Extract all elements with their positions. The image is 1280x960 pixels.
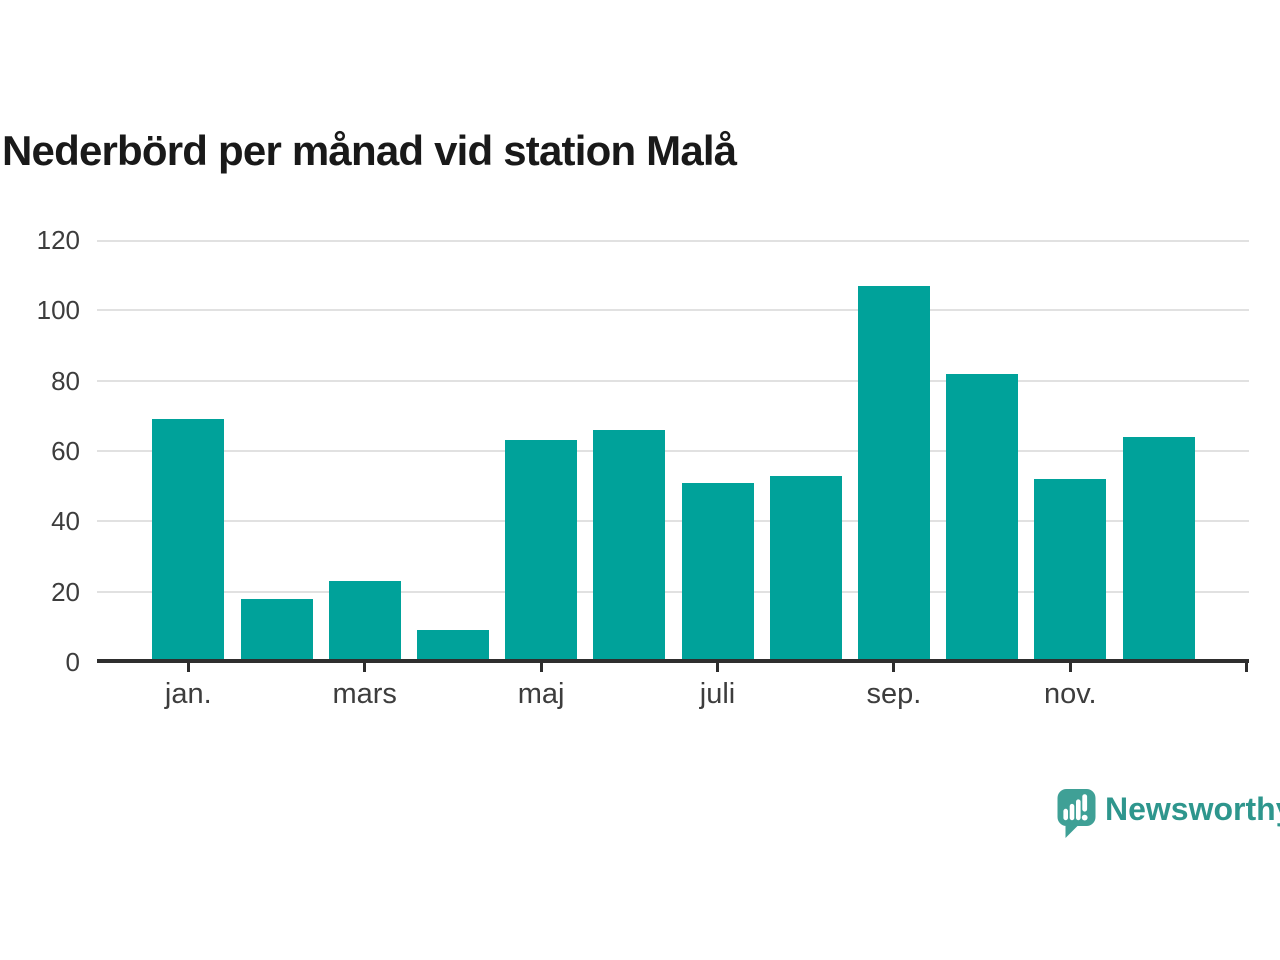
x-axis-label-maj: maj: [517, 678, 565, 710]
gridline-100: [97, 309, 1249, 312]
y-axis-label-0: 0: [65, 647, 80, 677]
gridline-20: [97, 590, 1249, 593]
mini-bar-chart-exclamation-glyph: [1063, 794, 1088, 821]
bar-juni: [593, 429, 666, 662]
bar-feb.: [240, 598, 313, 662]
x-axis-label-sep: sep.: [866, 678, 922, 710]
x-axis-line: [97, 659, 1249, 663]
bar-jan.: [152, 419, 225, 662]
x-axis-tick-maj: [539, 663, 543, 672]
bar-okt.: [946, 373, 1019, 662]
bar-nov.: [1034, 479, 1107, 662]
x-axis-label-jan: jan.: [164, 678, 212, 710]
x-axis-tick-mars: [363, 663, 367, 672]
x-axis-label-nov: nov.: [1043, 678, 1097, 710]
bar-apr.: [416, 630, 489, 662]
newsworthy-logo: Newsworthy: [1056, 789, 1280, 841]
y-axis-label-120: 120: [36, 225, 80, 255]
x-axis-tick-nov: [1068, 663, 1072, 672]
chart-title: Nederbörd per månad vid station Malå: [2, 127, 737, 174]
gridline-120: [97, 240, 1249, 242]
plot-area: [97, 240, 1249, 663]
bar-maj: [505, 440, 578, 662]
y-axis-label-80: 80: [51, 365, 80, 396]
y-axis-label-100: 100: [36, 295, 80, 326]
bar-aug.: [769, 475, 842, 662]
logo-text: Newsworthy: [1105, 791, 1280, 827]
gridline-80: [97, 379, 1249, 382]
x-axis-tick-jan: [186, 663, 190, 672]
bar-sep.: [857, 285, 930, 662]
x-axis-tick-sep: [892, 663, 896, 672]
y-axis-label-20: 20: [51, 576, 80, 607]
y-axis-label-40: 40: [51, 506, 80, 537]
x-axis-tick-end: [1245, 663, 1249, 672]
newsworthy-bar-chart-speech-bubble-icon: [1057, 789, 1096, 838]
gridline-60: [97, 450, 1249, 452]
x-axis-label-juli: juli: [699, 678, 736, 710]
bar-mars: [328, 581, 401, 662]
y-axis-label-60: 60: [51, 436, 80, 466]
x-axis-label-mars: mars: [332, 678, 397, 710]
bar-dec.: [1122, 436, 1195, 662]
gridline-40: [97, 520, 1249, 523]
x-axis-tick-juli: [716, 663, 719, 672]
bar-juli: [681, 482, 754, 662]
